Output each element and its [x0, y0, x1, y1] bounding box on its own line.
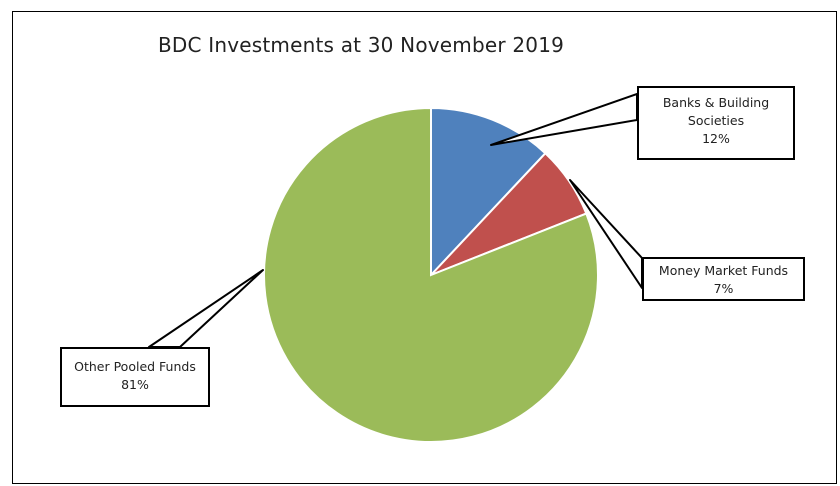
pie-slice-banks-building-societies — [430, 106, 547, 278]
data-label-money-market-funds: Money Market Funds 7% — [642, 257, 805, 301]
data-label-banks-building-societies: Banks & Building Societies 12% — [637, 86, 795, 160]
data-label-value: 7% — [713, 281, 734, 296]
data-label-value: 81% — [121, 377, 149, 392]
chart-title: BDC Investments at 30 November 2019 — [158, 33, 565, 57]
data-label-name: Banks & Building Societies — [662, 95, 770, 128]
data-label-value: 12% — [702, 131, 730, 146]
pie-slice-other-pooled-funds — [263, 106, 599, 443]
data-label-name: Other Pooled Funds — [74, 359, 196, 374]
leader-line-other-pooled-funds — [148, 269, 264, 348]
leader-line-banks-building-societies — [490, 93, 638, 146]
data-label-name: Money Market Funds — [658, 263, 789, 278]
data-label-other-pooled-funds: Other Pooled Funds 81% — [60, 347, 210, 407]
